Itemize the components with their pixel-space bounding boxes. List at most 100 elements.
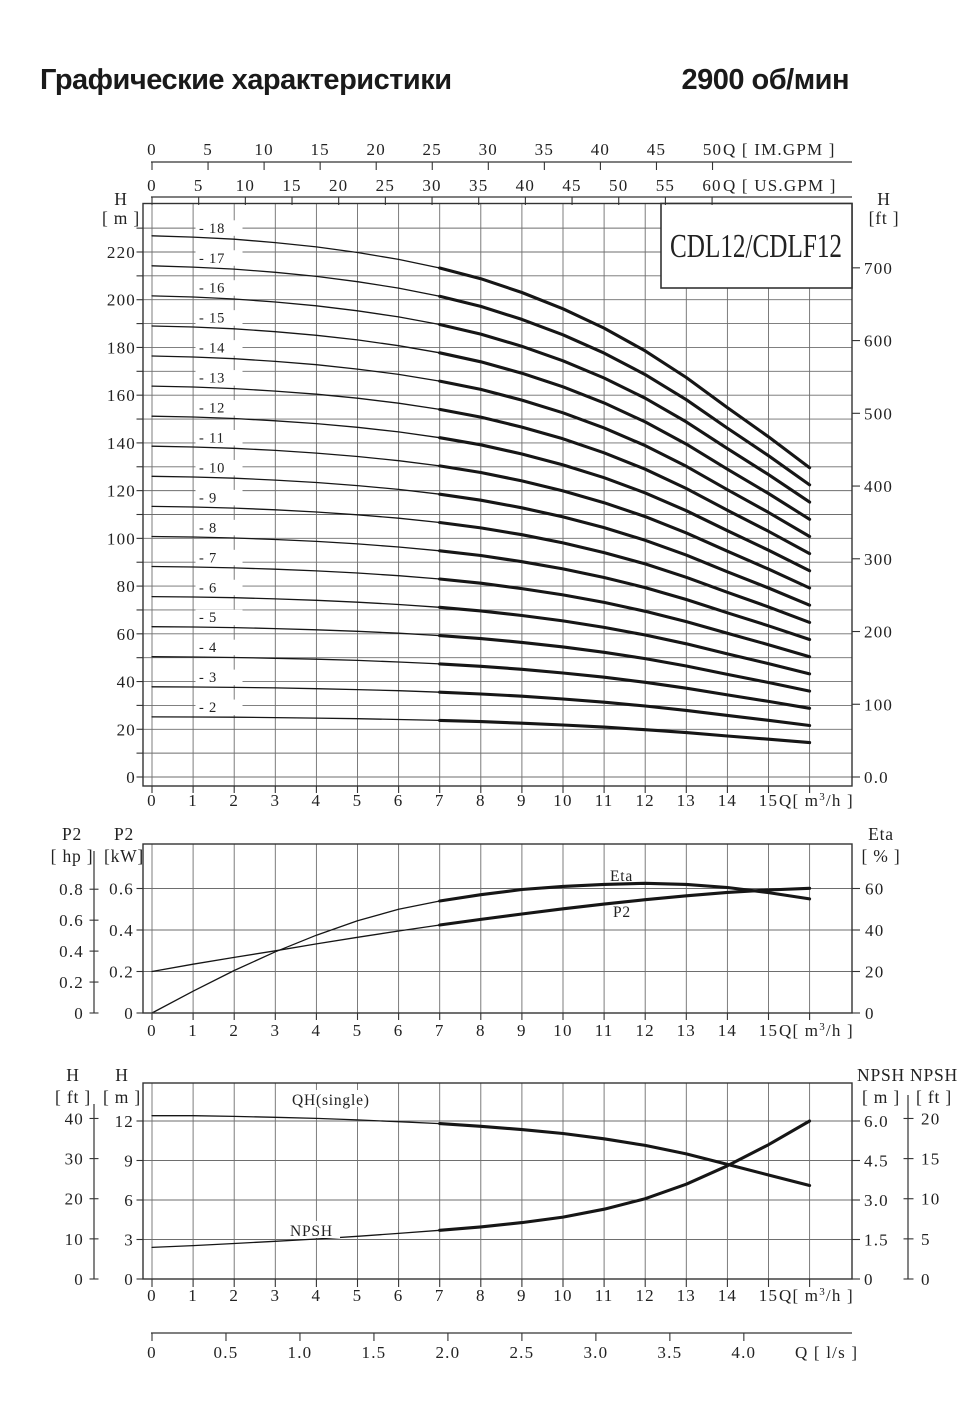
hq-curve-15-stages-duty bbox=[438, 351, 812, 521]
svg-text:20: 20 bbox=[865, 963, 884, 982]
svg-text:5: 5 bbox=[921, 1230, 931, 1249]
hq-curve-4-stages bbox=[151, 656, 441, 665]
hq-curve-13-stages bbox=[151, 385, 441, 411]
eta-curve-label: Eta bbox=[610, 868, 633, 885]
hq-curve-7-stages bbox=[151, 565, 441, 580]
svg-text:3.0: 3.0 bbox=[583, 1343, 608, 1362]
stage-label-15: - 15 bbox=[199, 311, 225, 327]
svg-text:20: 20 bbox=[65, 1190, 84, 1209]
svg-text:11: 11 bbox=[595, 791, 614, 810]
page-title: Графические характеристики bbox=[40, 64, 452, 96]
hq-curve-17-stages-duty bbox=[438, 294, 812, 487]
svg-text:20: 20 bbox=[921, 1109, 940, 1128]
hq-curve-14-stages-duty bbox=[438, 379, 812, 539]
svg-text:120: 120 bbox=[107, 482, 136, 501]
im-gpm-axis-label: Q [ IM.GPM ] bbox=[723, 140, 836, 159]
svg-text:4: 4 bbox=[312, 1021, 322, 1040]
svg-text:40: 40 bbox=[591, 140, 610, 159]
stage-label-8: - 8 bbox=[199, 520, 217, 536]
svg-text:2.0: 2.0 bbox=[435, 1343, 460, 1362]
svg-text:6: 6 bbox=[124, 1191, 134, 1210]
svg-text:0: 0 bbox=[147, 176, 157, 195]
hq-curve-10-stages-duty bbox=[438, 492, 812, 607]
svg-text:10: 10 bbox=[236, 176, 255, 195]
h-ft-axis-title: H bbox=[877, 189, 890, 209]
svg-text:2: 2 bbox=[229, 791, 239, 810]
svg-text:40: 40 bbox=[865, 921, 884, 940]
stage-label-17: - 17 bbox=[199, 251, 225, 267]
svg-text:220: 220 bbox=[107, 243, 136, 262]
svg-text:4: 4 bbox=[312, 1286, 322, 1305]
hq-curve-11-stages bbox=[151, 445, 441, 467]
svg-text:14: 14 bbox=[718, 791, 737, 810]
stage-label-9: - 9 bbox=[199, 490, 217, 506]
svg-text:[ft ]: [ft ] bbox=[869, 208, 900, 228]
hq-curve-18-stages bbox=[151, 235, 441, 269]
svg-text:100: 100 bbox=[107, 529, 136, 548]
hq-curve-6-stages bbox=[151, 595, 441, 608]
svg-text:0: 0 bbox=[147, 1021, 157, 1040]
svg-text:50: 50 bbox=[703, 140, 722, 159]
hq-curve-12-stages-duty bbox=[438, 436, 812, 573]
svg-text:7: 7 bbox=[435, 1021, 445, 1040]
svg-text:3: 3 bbox=[270, 1286, 280, 1305]
svg-text:12: 12 bbox=[115, 1112, 134, 1131]
svg-text:10: 10 bbox=[921, 1190, 940, 1209]
npsh-ft-axis-title: NPSH bbox=[910, 1065, 958, 1085]
svg-text:1.5: 1.5 bbox=[864, 1231, 889, 1250]
svg-text:14: 14 bbox=[718, 1021, 737, 1040]
h-m-axis-title-2: H bbox=[115, 1065, 128, 1085]
svg-text:4.0: 4.0 bbox=[731, 1343, 756, 1362]
svg-text:2: 2 bbox=[229, 1021, 239, 1040]
svg-text:0.6: 0.6 bbox=[59, 911, 84, 930]
hq-curve-5-stages bbox=[151, 626, 441, 637]
stage-label-7: - 7 bbox=[199, 550, 217, 566]
svg-text:0: 0 bbox=[126, 768, 136, 787]
svg-text:0.8: 0.8 bbox=[59, 880, 84, 899]
svg-text:3.0: 3.0 bbox=[864, 1191, 889, 1210]
svg-text:6: 6 bbox=[394, 1286, 404, 1305]
svg-text:13: 13 bbox=[677, 791, 696, 810]
p2-hp-axis-title: P2 bbox=[62, 824, 82, 844]
svg-text:[ m ]: [ m ] bbox=[862, 1087, 900, 1107]
svg-text:1.5: 1.5 bbox=[362, 1343, 387, 1362]
hq-curve-17-stages bbox=[151, 265, 441, 297]
hq-curve-11-stages-duty bbox=[438, 464, 812, 590]
stage-label-2: - 2 bbox=[199, 700, 217, 716]
svg-text:1: 1 bbox=[188, 1021, 198, 1040]
svg-text:[ m ]: [ m ] bbox=[102, 208, 140, 228]
svg-text:8: 8 bbox=[476, 1286, 486, 1305]
svg-text:10: 10 bbox=[553, 1286, 572, 1305]
svg-text:9: 9 bbox=[124, 1151, 134, 1170]
npsh-m-axis-title: NPSH bbox=[857, 1065, 905, 1085]
h-ft-axis-title-2: H bbox=[66, 1065, 79, 1085]
svg-text:[ ft ]: [ ft ] bbox=[55, 1087, 91, 1107]
svg-text:0: 0 bbox=[74, 1270, 84, 1289]
svg-text:100: 100 bbox=[864, 695, 893, 714]
svg-text:2.5: 2.5 bbox=[509, 1343, 534, 1362]
svg-text:25: 25 bbox=[423, 140, 442, 159]
stage-label-11: - 11 bbox=[199, 430, 225, 446]
svg-text:0.4: 0.4 bbox=[59, 942, 84, 961]
svg-text:30: 30 bbox=[479, 140, 498, 159]
us-gpm-axis-label: Q [ US.GPM ] bbox=[723, 176, 837, 195]
svg-text:35: 35 bbox=[535, 140, 554, 159]
hq-curve-2-stages-duty bbox=[438, 718, 812, 745]
hq-curve-8-stages-duty bbox=[438, 549, 812, 642]
hq-curve-10-stages bbox=[151, 475, 441, 495]
q-m3h-axis-label: Q[ m3/h ] bbox=[779, 791, 854, 810]
svg-text:4.5: 4.5 bbox=[864, 1152, 889, 1171]
svg-text:9: 9 bbox=[517, 1021, 527, 1040]
npsh-curve-label: NPSH bbox=[290, 1223, 333, 1240]
svg-text:10: 10 bbox=[553, 791, 572, 810]
stage-label-3: - 3 bbox=[199, 670, 217, 686]
hq-curve-4-stages-duty bbox=[438, 662, 812, 710]
stage-label-13: - 13 bbox=[199, 371, 225, 387]
p2-curve-label: P2 bbox=[613, 904, 631, 921]
npsh-curve bbox=[151, 1229, 441, 1249]
svg-text:1: 1 bbox=[188, 791, 198, 810]
svg-text:[ m ]: [ m ] bbox=[103, 1087, 141, 1107]
hq-curve-3-stages bbox=[151, 686, 441, 693]
